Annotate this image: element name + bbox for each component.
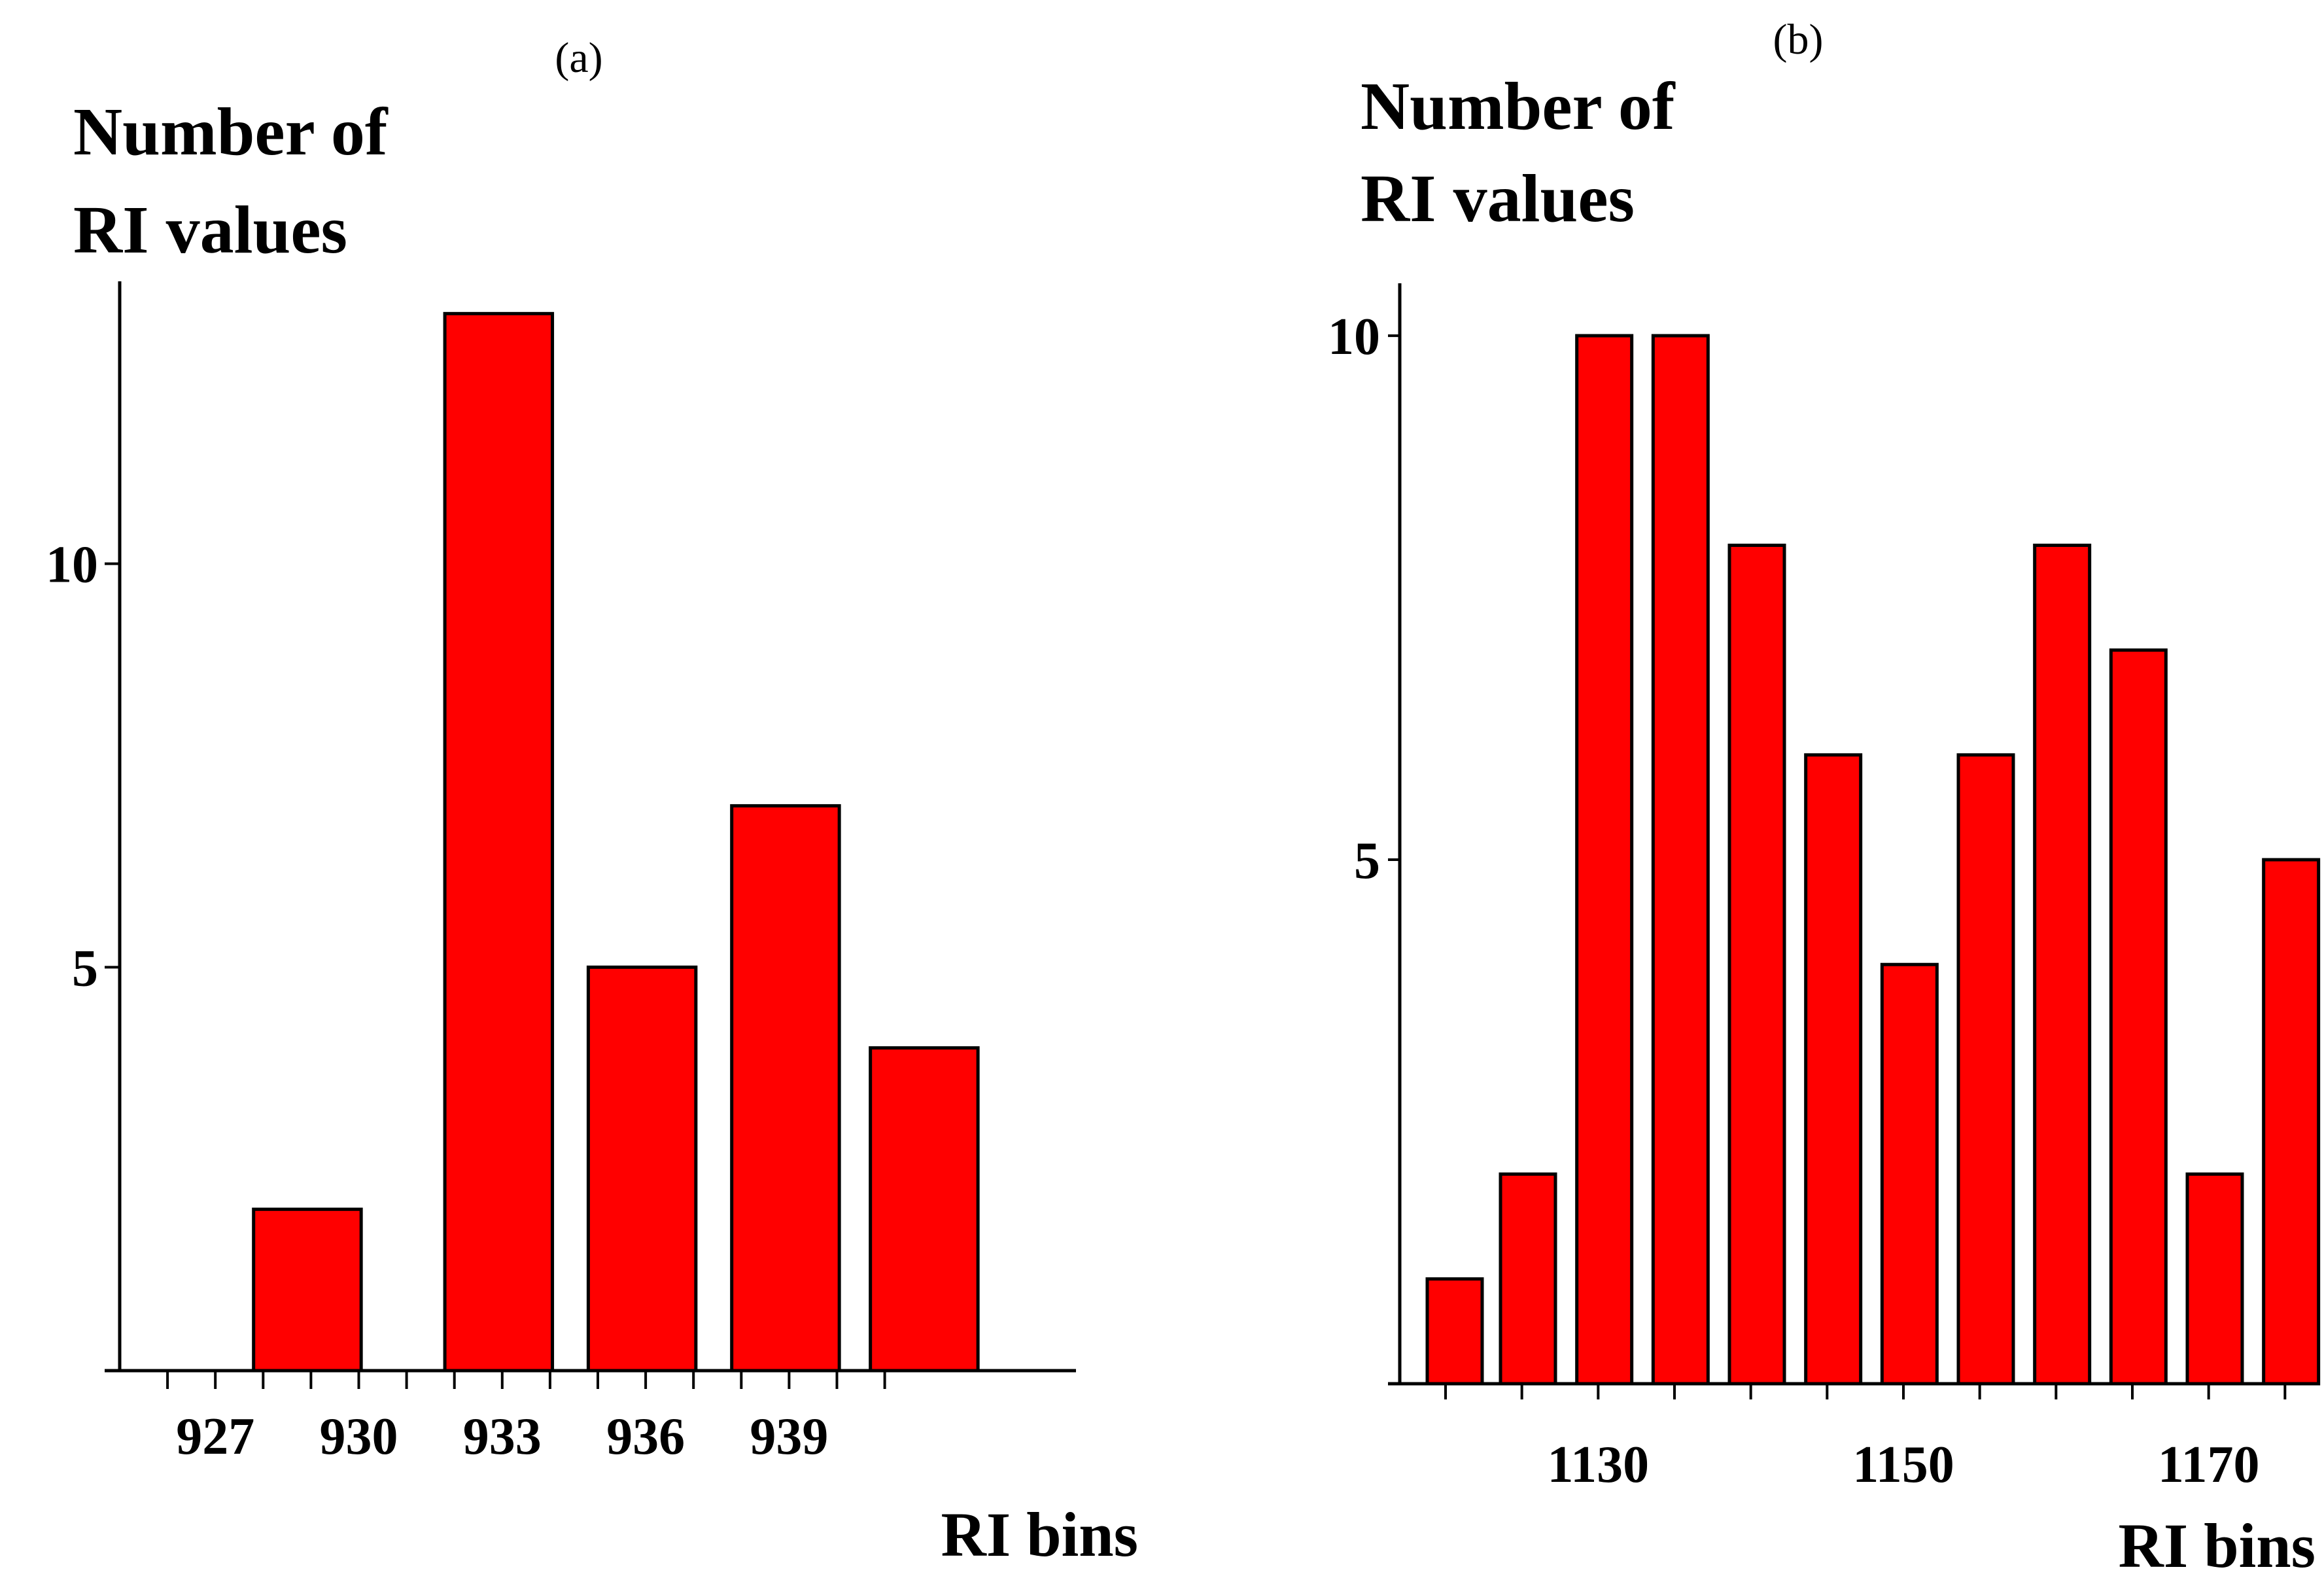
x-tick-label-b-1: 1150 — [1852, 1436, 1954, 1494]
y-axis-label-line-1-b: Number of — [1361, 69, 1676, 144]
bar-b-4 — [1727, 543, 1786, 1386]
x-tick-label-a-3: 936 — [606, 1408, 685, 1466]
x-ticks-a: 927 930 933 936 939 — [166, 1371, 886, 1466]
chart-panel-b: (b) Number of RI values RI bins 5 10 1130… — [1328, 16, 2321, 1580]
panel-label-b: (b) — [1773, 16, 1824, 63]
x-tick-label-a-4: 939 — [750, 1408, 828, 1466]
bar-b-1 — [1499, 1172, 1557, 1386]
bar-b-5 — [1804, 753, 1863, 1386]
bar-a-0 — [252, 1207, 363, 1373]
panel-label-a: (a) — [555, 34, 602, 82]
axis-lines-a — [105, 281, 1076, 1373]
bar-b-9 — [2109, 648, 2168, 1386]
bar-b-2 — [1575, 334, 1634, 1386]
x-axis-label-a: RI bins — [941, 1500, 1139, 1570]
y-axis-label-line-1-a: Number of — [73, 94, 389, 169]
y-tick-label-a-0: 5 — [72, 939, 98, 997]
x-tick-label-b-2: 1170 — [2158, 1436, 2260, 1494]
x-tick-label-a-2: 933 — [463, 1408, 542, 1466]
bar-group-a — [252, 311, 980, 1373]
bar-b-11 — [2262, 858, 2321, 1386]
x-ticks-b: 1130 1150 1170 — [1444, 1384, 2287, 1494]
y-ticks-b: 5 10 — [1328, 308, 1400, 890]
bar-b-8 — [2033, 543, 2092, 1386]
x-tick-label-a-0: 927 — [176, 1408, 254, 1466]
bar-b-6 — [1880, 962, 1939, 1386]
y-ticks-a: 5 10 — [46, 536, 120, 997]
x-axis-label-b: RI bins — [2119, 1511, 2316, 1580]
y-axis-label-line-2-a: RI values — [73, 192, 347, 268]
bar-b-3 — [1651, 334, 1710, 1386]
chart-panel-a: (a) Number of RI values RI bins 510 927 9… — [46, 34, 1138, 1570]
y-tick-label-a-1: 10 — [46, 536, 98, 594]
bar-a-4 — [869, 1046, 980, 1373]
bar-b-7 — [1956, 753, 2015, 1386]
bar-b-0 — [1425, 1277, 1484, 1386]
y-tick-label-b-0: 5 — [1354, 832, 1380, 890]
bar-b-10 — [2185, 1172, 2244, 1386]
bar-a-1 — [443, 311, 555, 1373]
bar-group-b — [1425, 334, 2321, 1386]
bar-a-3 — [730, 804, 841, 1373]
x-tick-label-a-1: 930 — [320, 1408, 398, 1466]
axis-lines-b — [1388, 283, 2315, 1386]
y-tick-label-b-1: 10 — [1328, 308, 1380, 366]
bar-a-2 — [586, 965, 698, 1373]
y-axis-label-line-2-b: RI values — [1361, 161, 1635, 236]
x-tick-label-b-0: 1130 — [1548, 1436, 1650, 1494]
